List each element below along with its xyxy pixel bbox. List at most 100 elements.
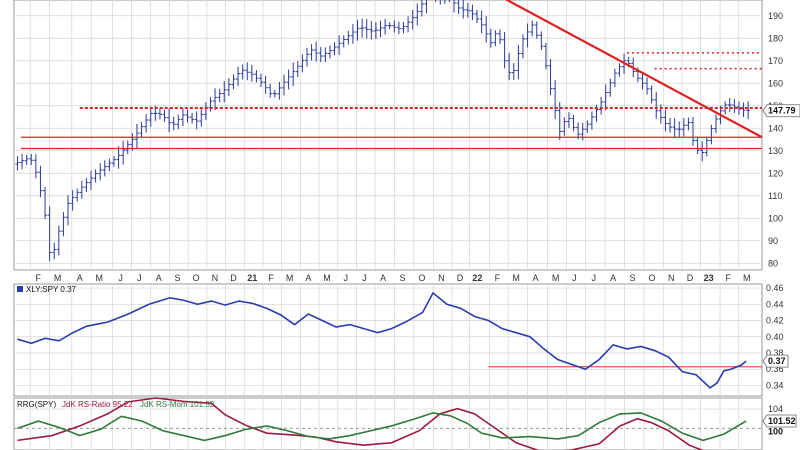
- price-bar: [291, 62, 296, 87]
- price-bar: [520, 34, 525, 59]
- price-bar: [84, 177, 89, 192]
- x-tick-label: D: [457, 273, 464, 283]
- price-tick-label: 190: [768, 11, 783, 21]
- x-axis: F M A M J J A S O N D 21 F M A M J J A S O N D 22 F M A M J J A S O N D 23 F…: [35, 273, 750, 283]
- price-bar: [360, 18, 365, 38]
- x-tick-label: M: [54, 273, 62, 283]
- price-bar: [585, 120, 590, 133]
- price-bar: [268, 83, 273, 98]
- downtrend-line: [504, 0, 763, 139]
- price-bar: [364, 18, 369, 39]
- rrg-tick-label: 104: [768, 404, 783, 414]
- price-bar: [456, 0, 461, 15]
- price-bar: [88, 170, 93, 191]
- price-bar: [116, 146, 121, 169]
- price-bar: [350, 24, 355, 44]
- price-bar: [649, 85, 654, 104]
- price-bar: [15, 156, 20, 171]
- x-tick-label: F: [725, 273, 731, 283]
- rrg-last-value: 101.52: [768, 416, 796, 426]
- x-tick-label: F: [35, 273, 41, 283]
- price-bar: [254, 70, 259, 83]
- chart-layers: 8090100110120130140150160170180190FMAMJJ…: [13, 0, 800, 450]
- price-bar: [61, 212, 66, 237]
- rs-tick-label: 0.42: [766, 316, 784, 326]
- x-tick-label: J: [344, 273, 349, 283]
- price-tick-label: 120: [768, 168, 783, 178]
- price-bar: [713, 114, 718, 134]
- rrg-last-badge-box: [762, 414, 797, 428]
- price-bar: [259, 73, 264, 87]
- price-bar: [125, 140, 130, 155]
- price-bar: [369, 20, 374, 40]
- price-bar: [226, 78, 231, 97]
- x-tick-label: J: [362, 273, 367, 283]
- price-bar: [507, 53, 512, 81]
- price-bar: [332, 42, 337, 56]
- price-bar: [553, 80, 558, 119]
- rrg-y-axis: 104: [768, 404, 783, 414]
- price-bar: [557, 102, 562, 140]
- price-bar: [470, 4, 475, 21]
- x-tick-label: J: [572, 273, 577, 283]
- price-bar: [272, 90, 277, 98]
- x-tick-label: N: [212, 273, 219, 283]
- x-tick-label: A: [305, 273, 311, 283]
- last-price-badge-box: [762, 104, 800, 118]
- price-bar: [282, 74, 287, 96]
- price-bar: [530, 20, 535, 37]
- rs-last-badge: 0.37: [762, 354, 789, 368]
- x-tick-label: D: [687, 273, 694, 283]
- price-bar: [497, 29, 502, 45]
- x-tick-label: J: [118, 273, 123, 283]
- price-bar: [612, 68, 617, 88]
- x-tick-label: M: [95, 273, 103, 283]
- price-bar: [571, 114, 576, 132]
- price-bar: [617, 63, 622, 77]
- rs-tick-label: 0.44: [766, 299, 784, 309]
- x-tick-label: A: [380, 273, 386, 283]
- price-bar: [383, 18, 388, 35]
- price-bar: [171, 116, 176, 131]
- rs-y-axis: 0.34 0.36 0.38 0.40 0.42 0.44 0.46: [766, 283, 784, 390]
- gridlines: [14, 0, 762, 450]
- price-bar: [511, 63, 516, 81]
- rs-tick-label: 0.38: [766, 348, 784, 358]
- x-tick-label: F: [268, 273, 274, 283]
- price-bar: [300, 54, 305, 73]
- price-bar: [180, 108, 185, 127]
- price-bar: [355, 19, 360, 41]
- price-bar: [236, 66, 241, 87]
- price-bar: [562, 117, 567, 136]
- price-bar: [741, 102, 746, 117]
- panel-frame-1: [13, 0, 763, 271]
- price-bar: [727, 97, 732, 113]
- price-bar: [599, 96, 604, 115]
- price-bar: [534, 21, 539, 39]
- price-bar: [502, 32, 507, 69]
- price-bar: [337, 35, 342, 55]
- price-bar: [38, 165, 43, 198]
- price-bar: [663, 109, 668, 132]
- price-bar: [167, 108, 172, 133]
- rs-tick-label: 0.46: [766, 283, 784, 293]
- price-tick-label: 80: [768, 258, 778, 268]
- x-tick-label: A: [77, 273, 83, 283]
- price-bar: [668, 118, 673, 133]
- rs-last-badge-box: [762, 354, 789, 368]
- price-bar: [56, 225, 61, 256]
- panel-frame-2: [13, 283, 763, 397]
- price-bar: [461, 0, 466, 19]
- price-bar: [746, 101, 751, 120]
- price-bar: [75, 188, 80, 202]
- price-bar: [448, 0, 450, 2]
- price-bar: [576, 122, 581, 140]
- price-bar: [199, 108, 204, 127]
- price-bar: [709, 124, 714, 145]
- rrg-legend: RRG(SPY) JdK RS-Ratio 95.22 JdK RS-Mom 1…: [17, 400, 215, 409]
- price-bar: [190, 112, 195, 124]
- rs-tick-label: 0.36: [766, 364, 784, 374]
- price-bar: [396, 21, 401, 35]
- price-bar: [548, 59, 553, 96]
